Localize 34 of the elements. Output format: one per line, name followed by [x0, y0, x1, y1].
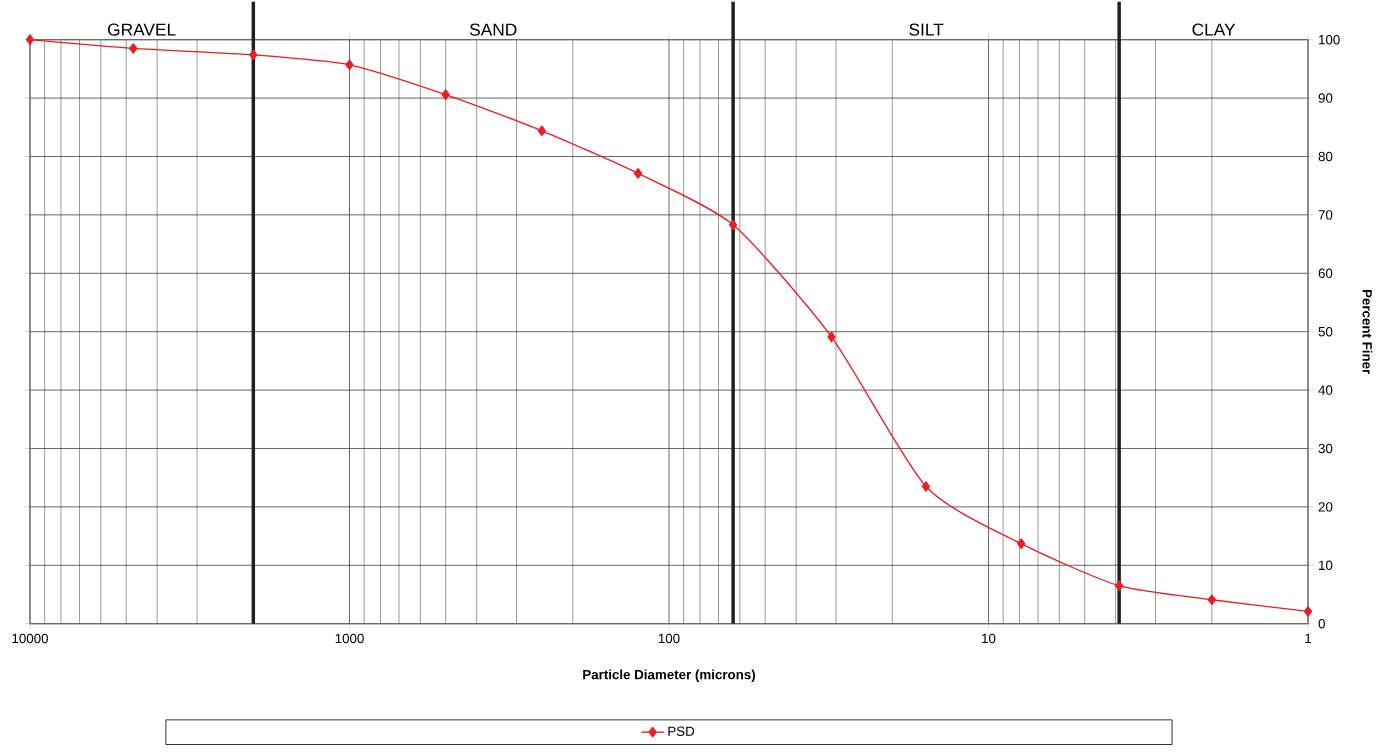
y-tick-label: 70 [1318, 210, 1333, 220]
point [1114, 580, 1124, 592]
legend-label: PSD [668, 726, 695, 737]
y-tick-label: 20 [1318, 502, 1333, 512]
text: SAND [469, 23, 517, 36]
y-tick-label: 60 [1318, 268, 1333, 279]
y-tick-label: 30 [1318, 443, 1333, 454]
x-tick-label: 10000 [12, 633, 48, 644]
x-tick-label: 100 [658, 633, 680, 644]
point [827, 331, 836, 343]
point [441, 89, 450, 101]
text: GRAVEL [108, 23, 176, 36]
point [633, 168, 643, 179]
point [537, 125, 547, 137]
x-tick-label: 1000 [335, 633, 364, 644]
y-tick-label: 100 [1319, 35, 1340, 45]
text: SILT [909, 23, 944, 36]
x-tick-label: 10 [982, 633, 996, 644]
y-tick-label: 90 [1318, 93, 1333, 103]
x-tick-label: 1 [1305, 633, 1312, 644]
point [921, 481, 931, 492]
y-tick-label: 50 [1318, 327, 1333, 337]
point [1303, 606, 1313, 617]
point [345, 59, 354, 71]
y-tick-label: 10 [1319, 560, 1333, 571]
y-tick-label: 40 [1318, 385, 1333, 395]
y-tick-label: 80 [1318, 151, 1333, 162]
point [1017, 538, 1026, 550]
y-axis-title: Percent Finer [1362, 290, 1373, 375]
text: CLAY [1192, 23, 1236, 36]
point [728, 219, 738, 231]
x-axis-title: Particle Diameter (microns) [583, 669, 756, 683]
point [249, 49, 258, 61]
y-tick-label: 0 [1318, 619, 1325, 629]
